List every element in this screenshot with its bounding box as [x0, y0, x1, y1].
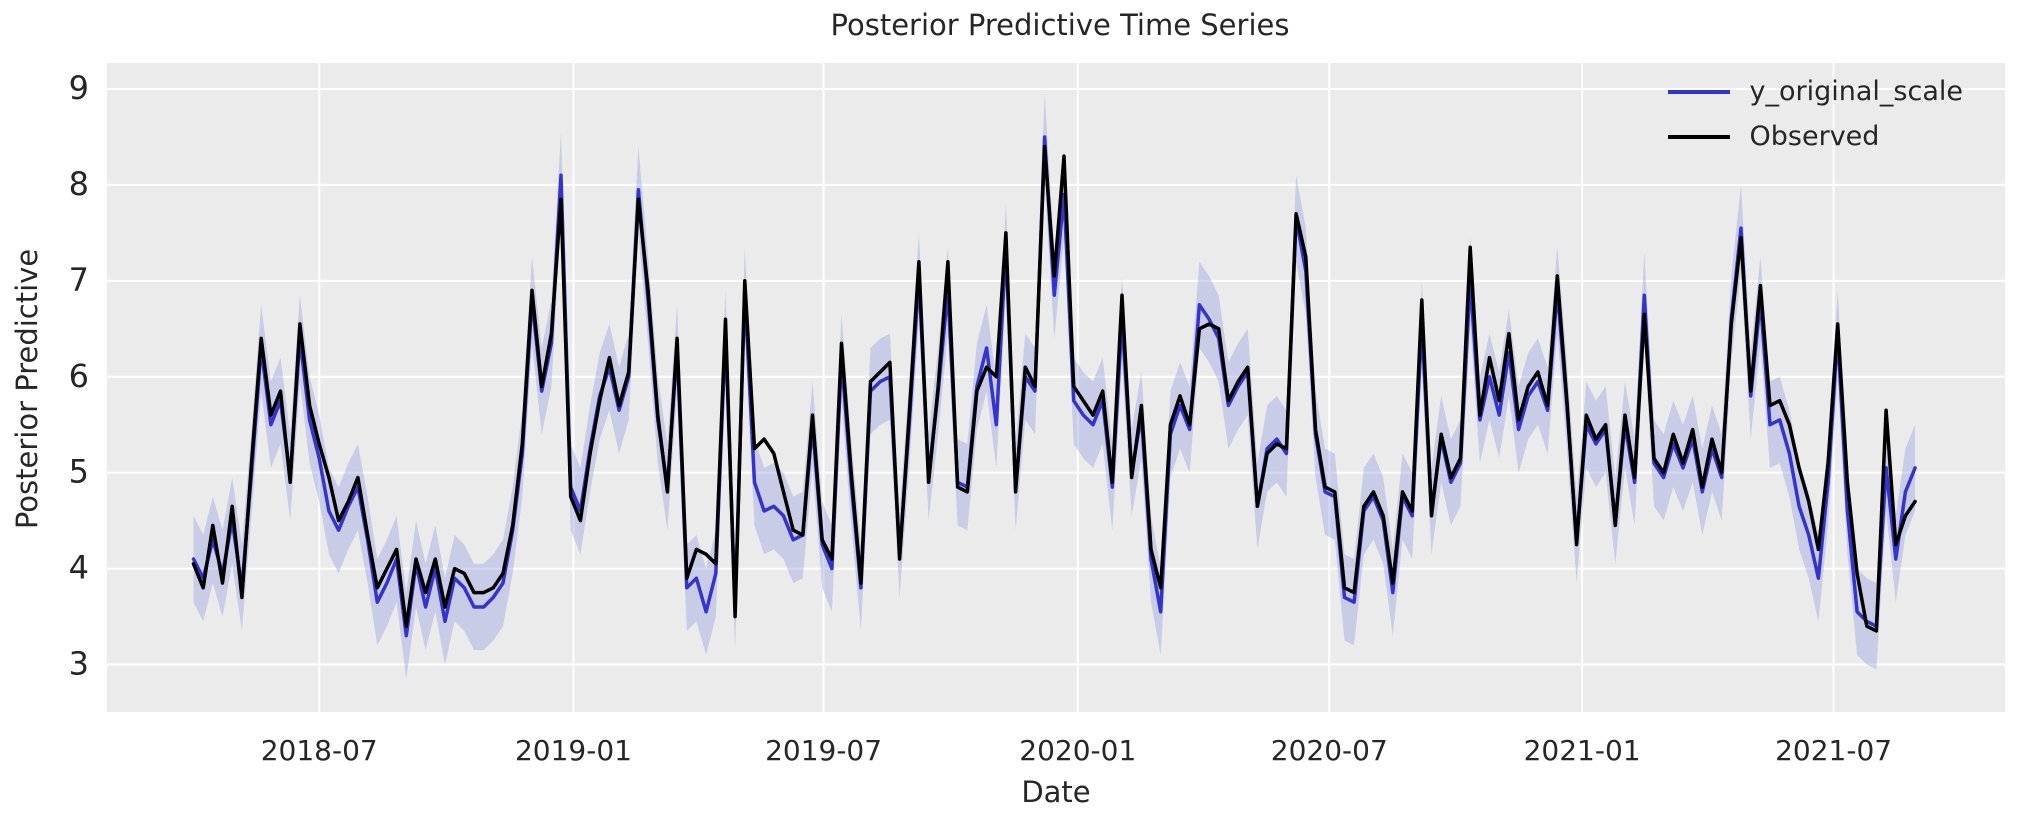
series-line-Observed	[191, 144, 1917, 633]
y-tick-label: 9	[69, 69, 89, 107]
x-tick-label: 2018-07	[261, 734, 378, 767]
legend-item-observed: Observed	[1667, 121, 1963, 152]
legend-line-blue-icon	[1667, 89, 1730, 94]
legend-label: Observed	[1749, 121, 1880, 152]
plot-background	[107, 63, 2005, 712]
hdi-band	[193, 93, 1916, 679]
y-tick-label: 8	[69, 165, 89, 203]
x-tick-label: 2019-01	[515, 734, 632, 767]
y-tick-label: 5	[69, 453, 89, 491]
x-tick-label: 2021-01	[1524, 734, 1641, 767]
x-tick-label: 2020-07	[1271, 734, 1388, 767]
x-axis-label: Date	[1021, 775, 1091, 809]
x-tick-label: 2020-01	[1019, 734, 1136, 767]
chart-title: Posterior Predictive Time Series	[830, 8, 1290, 42]
y-tick-label: 4	[69, 549, 89, 587]
y-tick-label: 6	[69, 357, 89, 395]
legend-label: y_original_scale	[1749, 76, 1963, 107]
y-tick-label: 3	[69, 645, 89, 683]
legend-line-black-icon	[1667, 134, 1730, 139]
legend: y_original_scale Observed	[1667, 76, 1963, 152]
x-tick-label: 2019-07	[765, 734, 882, 767]
series-layer	[191, 93, 1917, 679]
y-axis-label: Posterior Predictive	[10, 248, 44, 530]
x-tick-label: 2021-07	[1775, 734, 1892, 767]
legend-item-y-original-scale: y_original_scale	[1667, 76, 1963, 107]
y-tick-label: 7	[69, 261, 89, 299]
